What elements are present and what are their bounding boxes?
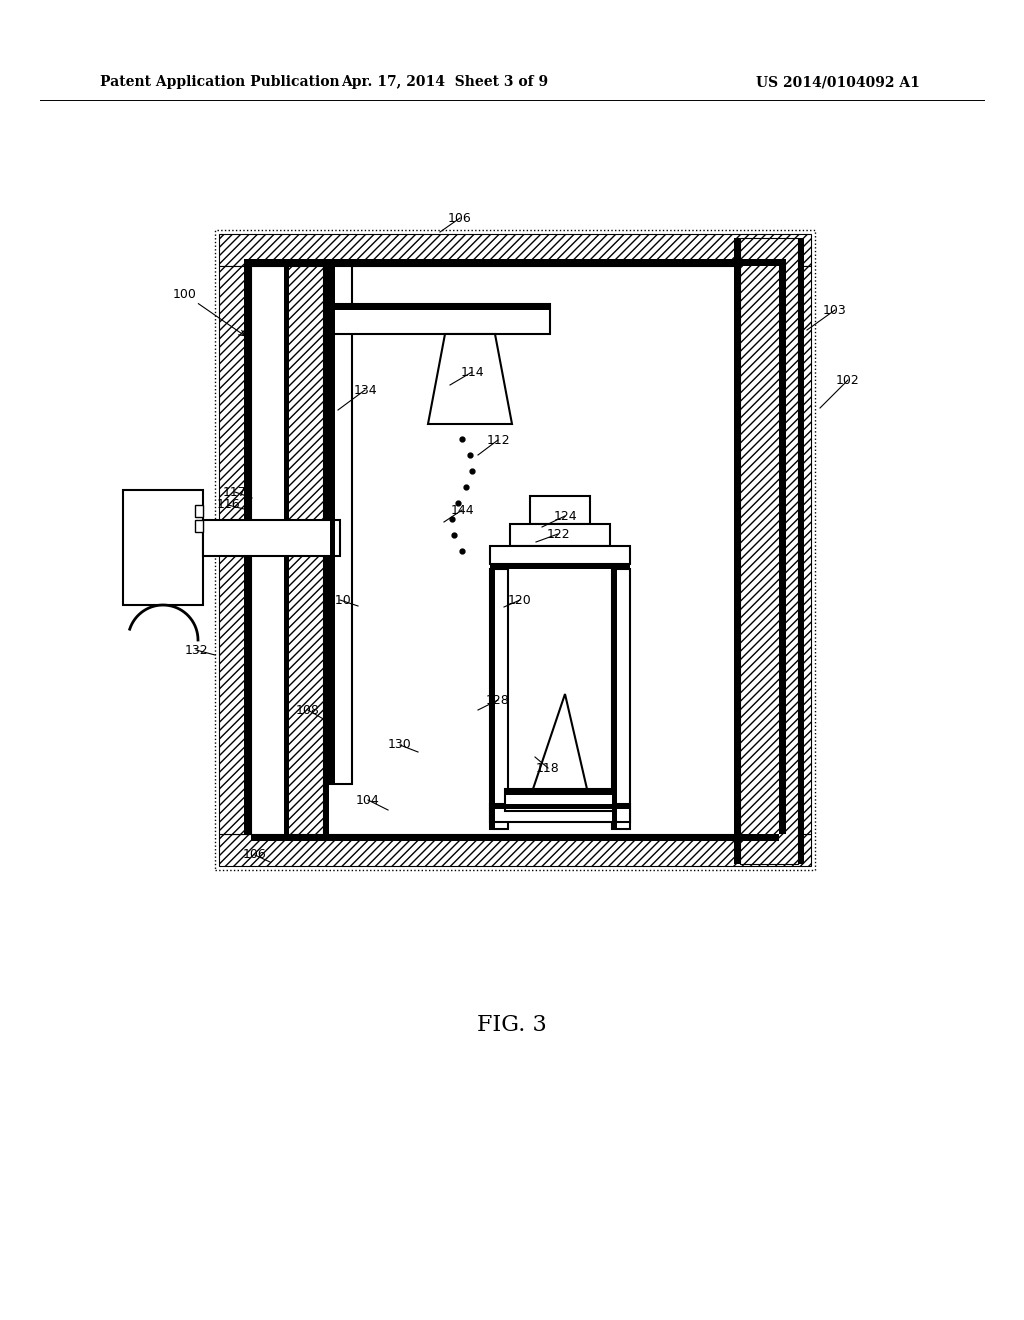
Text: 132: 132: [184, 644, 208, 656]
Text: 103: 103: [823, 304, 847, 317]
Text: FIG. 3: FIG. 3: [477, 1014, 547, 1036]
Bar: [490, 569, 495, 829]
Text: US 2014/0104092 A1: US 2014/0104092 A1: [756, 75, 920, 88]
Text: 124: 124: [553, 510, 577, 523]
Text: 128: 128: [486, 693, 510, 706]
Bar: [490, 569, 508, 829]
Bar: [612, 569, 617, 829]
Text: 100: 100: [173, 289, 197, 301]
Text: Apr. 17, 2014  Sheet 3 of 9: Apr. 17, 2014 Sheet 3 of 9: [341, 75, 549, 88]
Polygon shape: [534, 694, 587, 789]
Bar: [505, 789, 615, 795]
Bar: [251, 259, 779, 267]
Text: 106: 106: [243, 849, 267, 862]
Text: 118: 118: [537, 762, 560, 775]
Bar: [510, 524, 610, 546]
Bar: [330, 267, 335, 784]
Bar: [251, 267, 734, 834]
Bar: [330, 267, 352, 784]
Bar: [203, 520, 340, 556]
Bar: [195, 506, 203, 517]
Bar: [251, 834, 779, 841]
Bar: [219, 834, 811, 866]
Bar: [219, 234, 811, 267]
Bar: [330, 304, 550, 310]
Bar: [779, 267, 811, 834]
Bar: [530, 496, 590, 524]
Polygon shape: [428, 334, 512, 424]
Bar: [734, 238, 740, 865]
Text: 122: 122: [546, 528, 569, 540]
Bar: [490, 546, 630, 564]
Bar: [330, 304, 550, 334]
Bar: [779, 259, 786, 834]
Bar: [323, 267, 329, 834]
Bar: [219, 267, 251, 834]
Bar: [490, 564, 630, 569]
Bar: [195, 520, 203, 532]
Text: 117: 117: [223, 486, 247, 499]
Text: 120: 120: [508, 594, 531, 606]
Text: 110: 110: [328, 594, 352, 606]
Bar: [612, 569, 630, 829]
Bar: [123, 490, 203, 605]
Text: 144: 144: [451, 503, 474, 516]
Bar: [215, 230, 815, 870]
Bar: [284, 267, 289, 834]
Bar: [740, 238, 798, 865]
Bar: [285, 267, 323, 834]
Bar: [798, 238, 804, 865]
Text: 134: 134: [353, 384, 377, 396]
Text: 102: 102: [837, 374, 860, 387]
Text: 108: 108: [296, 704, 319, 717]
Text: Patent Application Publication: Patent Application Publication: [100, 75, 340, 88]
Text: 112: 112: [486, 433, 510, 446]
Text: 104: 104: [356, 793, 380, 807]
Text: 116: 116: [216, 499, 240, 511]
Bar: [244, 259, 251, 834]
Bar: [490, 804, 630, 809]
Text: 114: 114: [460, 366, 483, 379]
Bar: [490, 804, 630, 822]
Text: 106: 106: [449, 211, 472, 224]
Text: 130: 130: [388, 738, 412, 751]
Bar: [505, 789, 615, 810]
